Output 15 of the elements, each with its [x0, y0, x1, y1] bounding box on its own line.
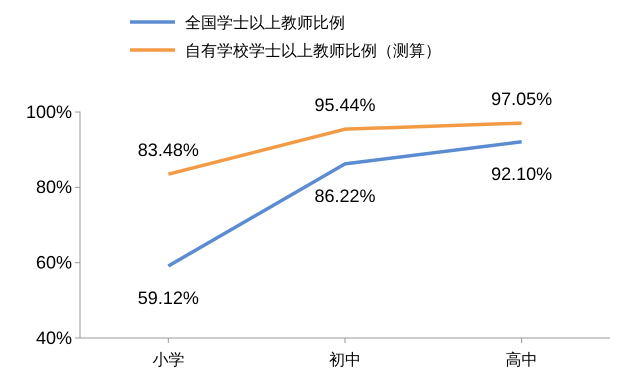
legend-label: 全国学士以上教师比例: [185, 14, 345, 32]
y-tick-label: 80%: [36, 177, 72, 198]
data-label: 97.05%: [491, 89, 552, 110]
y-tick-label: 40%: [36, 328, 72, 348]
data-label: 59.12%: [138, 288, 199, 308]
x-tick-label: 初中: [329, 351, 361, 370]
data-label: 95.44%: [314, 95, 376, 116]
data-label: 86.22%: [314, 186, 376, 206]
y-tick-label: 60%: [36, 252, 72, 272]
x-tick-label: 小学: [152, 351, 184, 370]
data-label: 83.48%: [138, 140, 199, 160]
legend-label: 自有学校学士以上教师比例（测算）: [185, 42, 441, 60]
x-tick-label: 高中: [506, 351, 538, 370]
data-label: 92.10%: [491, 164, 552, 184]
y-tick-label: 100%: [26, 102, 72, 122]
